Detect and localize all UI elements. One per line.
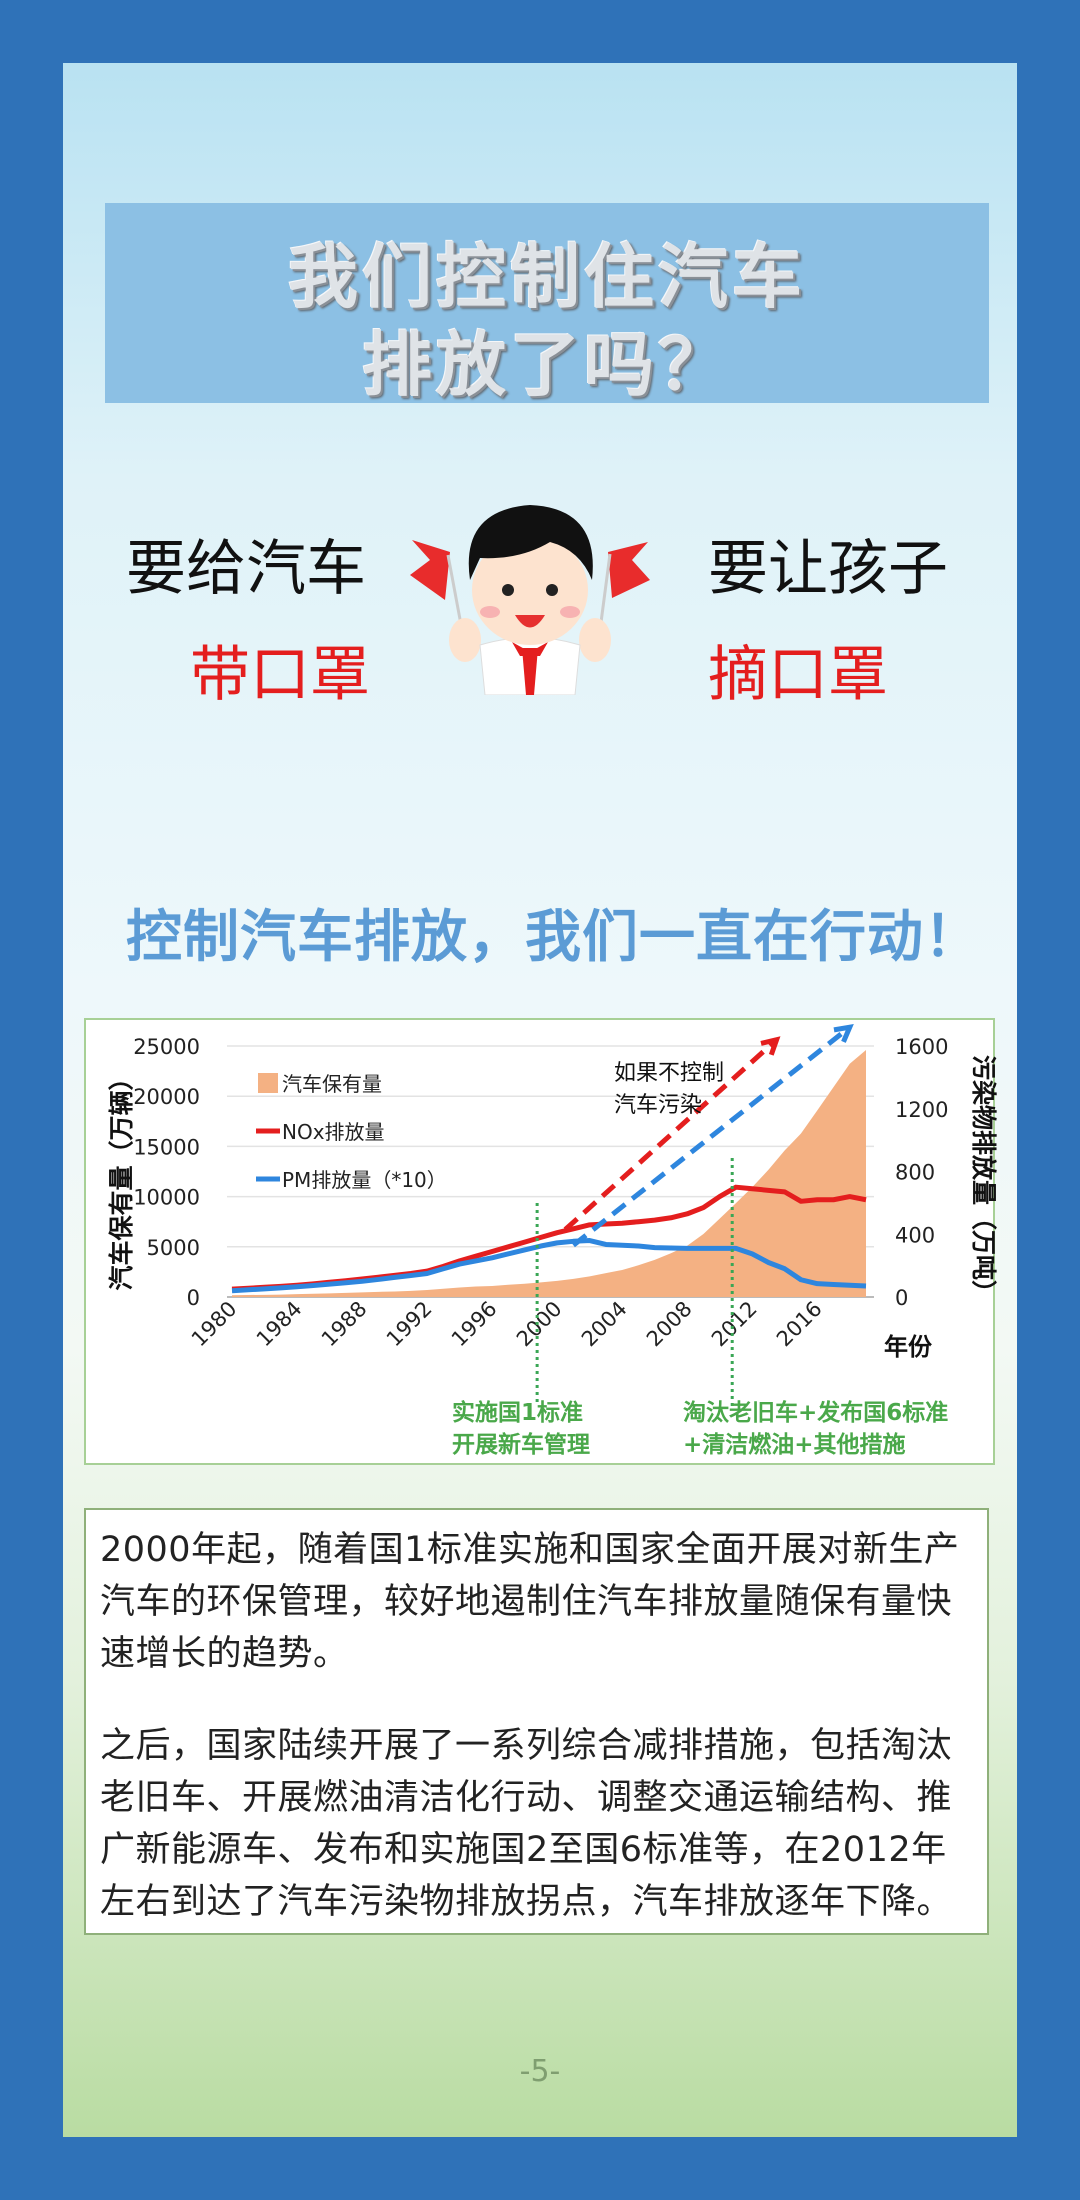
y-tick-left: 0 <box>187 1286 200 1310</box>
title-line-1: 我们控制住汽车 <box>288 236 806 318</box>
slogan-right-bottom: 摘口罩 <box>708 640 888 710</box>
y-axis-label-right: 污染物排放量（万吨） <box>969 1055 998 1305</box>
explanation-box: 2000年起，随着国1标准实施和国家全面开展对新生产汽车的环保管理，较好地遏制住… <box>84 1508 989 1935</box>
milestone-note: +清洁燃油+其他措施 <box>683 1431 906 1458</box>
paragraph-1: 2000年起，随着国1标准实施和国家全面开展对新生产汽车的环保管理，较好地遏制住… <box>100 1530 960 1674</box>
milestone-note: 淘汰老旧车+发布国6标准 <box>683 1399 948 1426</box>
projection-arrow <box>571 1025 852 1248</box>
slogan-left-bottom: 带口罩 <box>190 640 370 710</box>
slogan-right-top: 要让孩子 <box>708 534 948 604</box>
legend-label: PM排放量（*10） <box>282 1168 447 1192</box>
x-tick: 1992 <box>382 1297 437 1352</box>
milestone-note: 开展新车管理 <box>452 1431 590 1458</box>
legend-label: 汽车保有量 <box>282 1072 382 1096</box>
y-tick-right: 1200 <box>895 1098 948 1122</box>
y-tick-right: 800 <box>895 1161 935 1185</box>
y-tick-left: 5000 <box>147 1236 200 1260</box>
title-line-2: 排放了吗？ <box>362 324 732 406</box>
slogan-left-top: 要给汽车 <box>126 534 366 604</box>
milestone-note: 实施国1标准 <box>452 1399 583 1426</box>
projection-note: 汽车污染 <box>614 1093 702 1118</box>
series-line-pm <box>231 1238 867 1294</box>
x-tick: 2008 <box>642 1297 697 1352</box>
y-tick-left: 25000 <box>133 1035 200 1059</box>
y-tick-right: 400 <box>895 1223 935 1247</box>
series-area-car-stock <box>232 1050 866 1297</box>
title-banner: 我们控制住汽车 排放了吗？ <box>105 203 989 406</box>
arrow-head-icon <box>833 1023 854 1043</box>
emissions-chart: 0 5000 10000 15000 20000 25000 0 400 800 1200 1600… <box>107 1023 998 1458</box>
x-axis-label: 年份 <box>884 1333 933 1361</box>
x-tick: 2000 <box>512 1297 567 1352</box>
x-tick: 1984 <box>252 1297 307 1352</box>
x-tick: 2012 <box>707 1297 762 1352</box>
x-tick: 1988 <box>317 1297 372 1352</box>
projection-arrow <box>563 1037 779 1232</box>
y-tick-left: 20000 <box>133 1085 200 1109</box>
subheading: 控制汽车排放，我们一直在行动！ <box>126 905 981 970</box>
legend-swatch-area <box>258 1073 278 1093</box>
boy-with-red-flags-icon <box>410 505 650 695</box>
y-tick-left: 10000 <box>133 1186 200 1210</box>
page-number: -5- <box>519 2054 561 2089</box>
projection-note: 如果不控制 <box>614 1061 724 1086</box>
x-tick: 2016 <box>772 1297 827 1352</box>
y-tick-left: 15000 <box>133 1135 200 1159</box>
arrow-head-icon <box>760 1036 781 1056</box>
legend-label: NOx排放量 <box>282 1120 385 1144</box>
paragraph-2: 之后，国家陆续开展了一系列综合减排措施，包括淘汰老旧车、开展燃油清洁化行动、调整… <box>100 1726 953 1922</box>
y-axis-label-left: 汽车保有量（万辆） <box>107 1065 136 1290</box>
x-tick: 2004 <box>577 1297 632 1352</box>
y-tick-right: 0 <box>895 1286 908 1310</box>
y-tick-right: 1600 <box>895 1035 948 1059</box>
x-tick: 1996 <box>447 1297 502 1352</box>
